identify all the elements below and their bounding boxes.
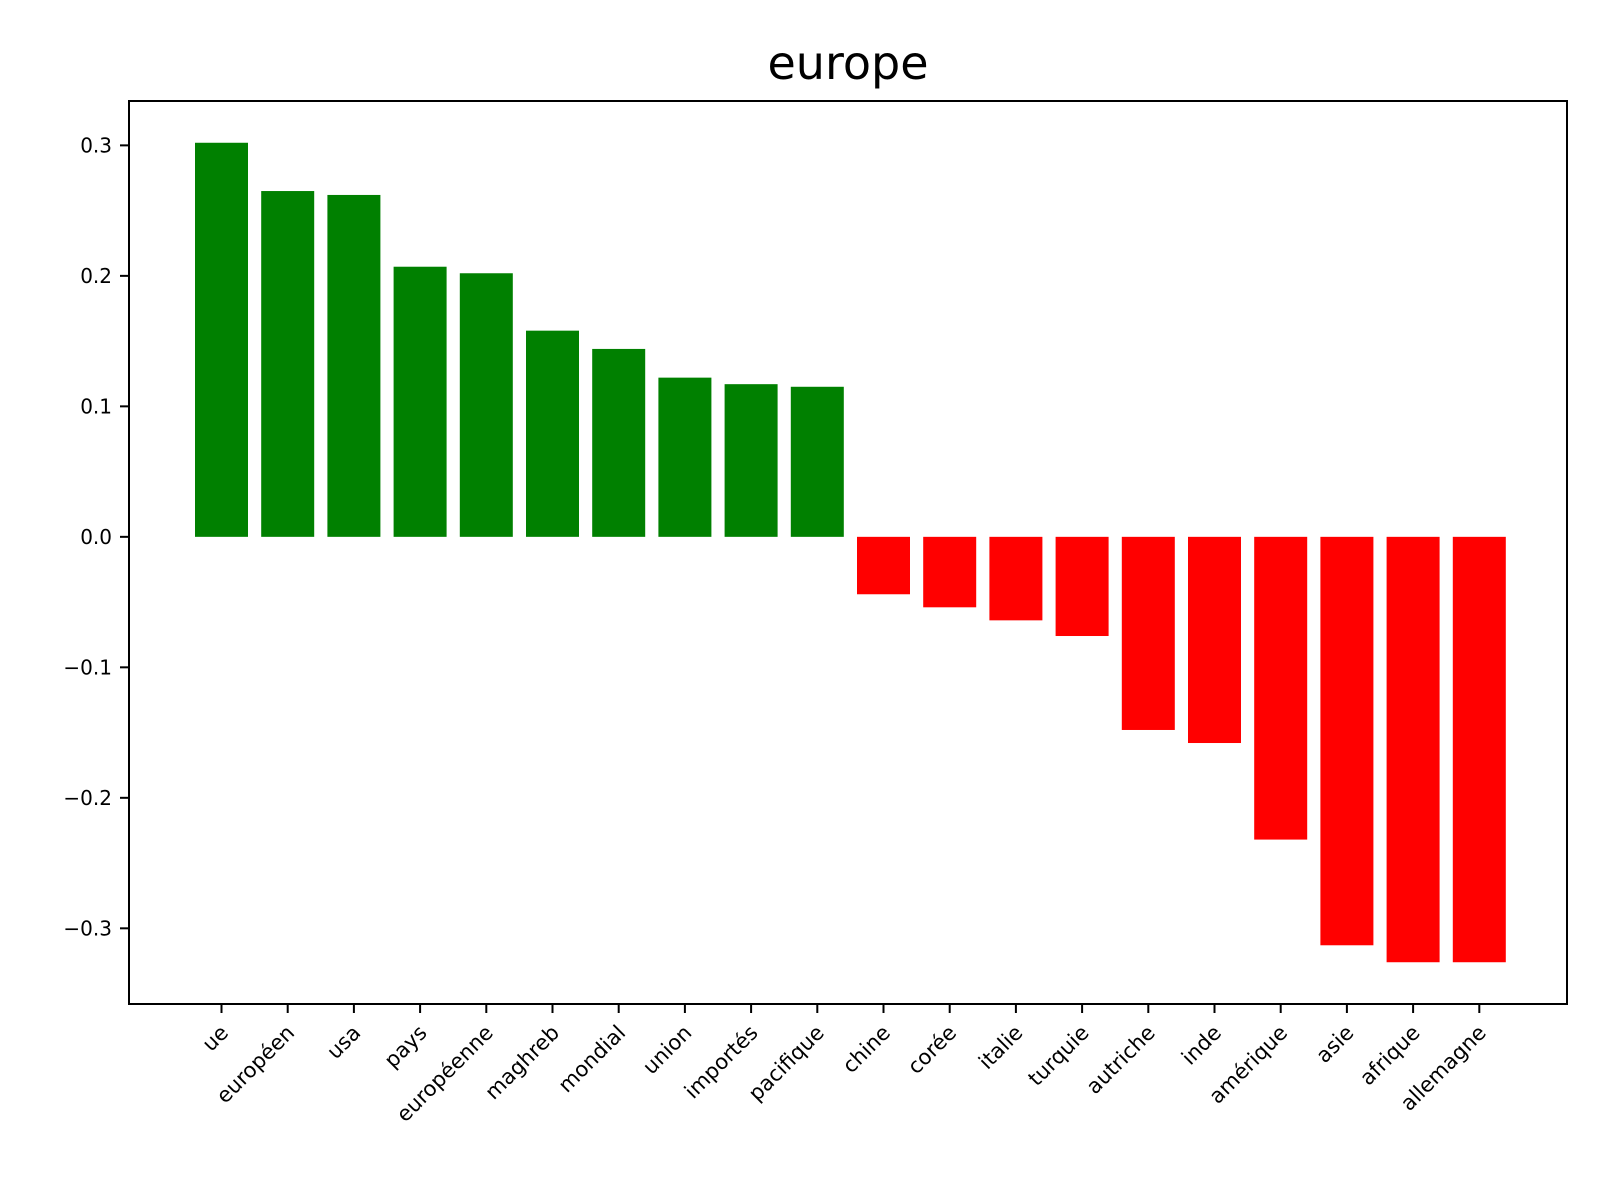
x-tick-label: asie	[1311, 1021, 1358, 1068]
plot-frame	[128, 100, 1568, 1005]
bar-6	[592, 348, 646, 537]
y-tick-label: −0.3	[63, 916, 112, 940]
bar-17	[1320, 536, 1374, 946]
x-tick-label: chine	[838, 1021, 895, 1078]
bar-16	[1254, 536, 1308, 840]
y-tick-label: 0.1	[80, 394, 112, 418]
y-tick-label: −0.1	[63, 655, 112, 679]
x-tick-label: corée	[903, 1021, 961, 1079]
x-tick-label: usa	[322, 1021, 365, 1064]
bar-0	[195, 142, 248, 537]
bar-8	[724, 384, 778, 537]
chart-title: europe	[768, 36, 929, 90]
bar-3	[393, 266, 447, 537]
y-tick-label: 0.0	[80, 525, 112, 549]
x-tick-label: union	[638, 1021, 696, 1079]
x-tick-label: italie	[974, 1021, 1027, 1074]
bar-19	[1452, 536, 1506, 963]
x-tick-label: pays	[380, 1021, 432, 1073]
bar-5	[526, 330, 579, 537]
x-tick-label: inde	[1177, 1021, 1226, 1070]
y-tick-label: −0.2	[63, 786, 112, 810]
x-tick-label: autriche	[1082, 1021, 1160, 1099]
bar-15	[1188, 536, 1241, 744]
bar-7	[658, 377, 712, 537]
bar-2	[327, 194, 381, 537]
x-tick-label: mondial	[554, 1021, 631, 1098]
bar-10	[857, 536, 910, 595]
bar-13	[1055, 536, 1109, 637]
bar-4	[459, 273, 513, 537]
bar-9	[790, 386, 844, 537]
bar-11	[923, 536, 977, 608]
y-tick-label: 0.3	[80, 133, 112, 157]
y-axis: 0.3 0.2 0.1 0.0 −0.1 −0.2 −0.3	[63, 133, 129, 940]
x-tick-label: ue	[198, 1021, 234, 1057]
y-tick-label: 0.2	[80, 264, 112, 288]
bar-18	[1386, 536, 1440, 963]
bar-12	[989, 536, 1043, 621]
bars-layer	[195, 142, 1506, 963]
bar-1	[261, 191, 315, 537]
bar-14	[1121, 536, 1175, 730]
